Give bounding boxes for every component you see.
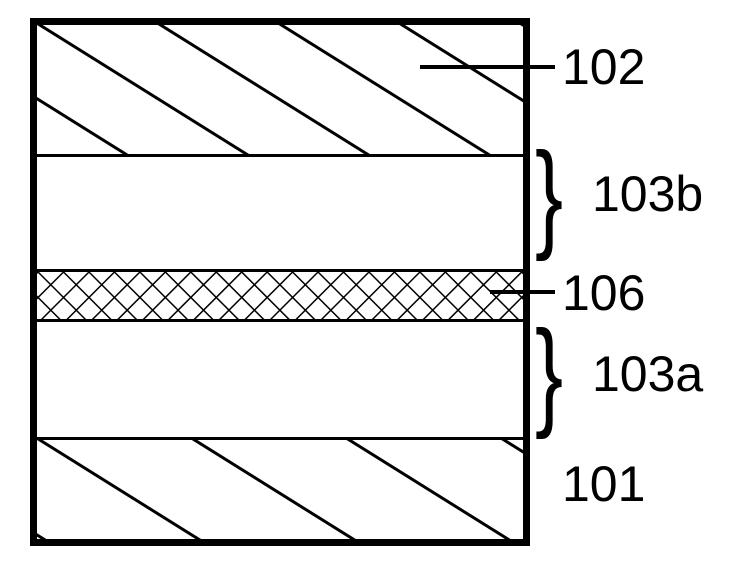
label-101: 101 xyxy=(562,455,645,513)
brace-icon: } xyxy=(535,313,563,433)
label-102: 102 xyxy=(562,38,645,96)
layer-103a xyxy=(37,322,523,440)
label-103a: 103a xyxy=(592,345,703,403)
label-103b: 103b xyxy=(592,165,703,223)
brace-icon: } xyxy=(535,135,563,255)
hatch-cross-icon xyxy=(37,272,523,322)
figure-canvas: } } 102 103b 106 103a 101 xyxy=(0,0,751,563)
hatch-diag-icon xyxy=(37,25,523,157)
layer-106 xyxy=(37,272,523,322)
layer-101 xyxy=(37,440,523,539)
layer-stack-diagram xyxy=(30,18,530,546)
leader-line-106 xyxy=(490,290,555,294)
label-106: 106 xyxy=(562,264,645,322)
layer-103b xyxy=(37,157,523,272)
layer-102 xyxy=(37,25,523,157)
leader-line-102 xyxy=(420,65,555,69)
hatch-diag-icon xyxy=(37,440,523,539)
